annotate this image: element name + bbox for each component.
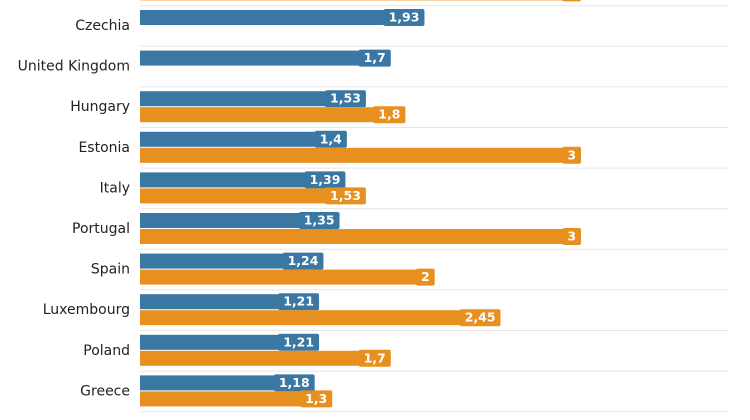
value-label: 1,7 bbox=[364, 350, 386, 365]
value-label-box bbox=[325, 90, 366, 108]
value-label-box bbox=[282, 252, 324, 270]
value-label-group: 2,45 bbox=[459, 309, 501, 327]
bar bbox=[140, 375, 313, 391]
bar bbox=[140, 334, 318, 350]
bar bbox=[140, 147, 580, 163]
value-label-box bbox=[325, 187, 366, 205]
value-label-box bbox=[278, 293, 320, 311]
value-label: 2,45 bbox=[465, 310, 496, 325]
category-label: Spain bbox=[91, 262, 130, 278]
value-label-group: 1,53 bbox=[325, 90, 366, 108]
value-label-group: 3 bbox=[562, 146, 582, 164]
value-label-box bbox=[562, 228, 582, 245]
value-label: 1,39 bbox=[310, 172, 341, 187]
value-label-group: 1,3 bbox=[300, 390, 333, 408]
value-label-group: 1,53 bbox=[325, 187, 366, 205]
category-label: Poland bbox=[83, 343, 130, 359]
bar bbox=[140, 107, 404, 123]
value-label-group: 1,8 bbox=[373, 106, 406, 124]
value-label-group: 1,35 bbox=[298, 212, 340, 229]
value-label-box bbox=[358, 49, 391, 67]
category-label: Czechia bbox=[75, 18, 130, 34]
bar bbox=[140, 269, 433, 285]
value-label-box bbox=[562, 0, 581, 2]
value-label-group: 1,7 bbox=[358, 49, 391, 67]
value-label-box bbox=[415, 268, 435, 286]
bar bbox=[140, 229, 580, 244]
value-label-group: 1,18 bbox=[273, 374, 315, 392]
value-label: 3 bbox=[567, 229, 576, 244]
value-label: 1,18 bbox=[279, 375, 310, 390]
category-label: Hungary bbox=[70, 99, 130, 115]
value-label-box bbox=[459, 309, 501, 327]
value-label-box bbox=[383, 9, 425, 26]
value-label-box bbox=[298, 212, 340, 229]
category-label: Greece bbox=[80, 383, 130, 399]
value-label-box bbox=[562, 146, 582, 164]
value-label: 1,21 bbox=[283, 334, 314, 349]
bar bbox=[140, 131, 345, 147]
category-label: United Kingdom bbox=[18, 59, 130, 75]
category-label: Portugal bbox=[72, 221, 130, 237]
value-label: 3 bbox=[567, 147, 576, 162]
value-label-box bbox=[314, 130, 347, 148]
value-label-group: 3 bbox=[562, 0, 581, 2]
value-label-group: 1,24 bbox=[282, 252, 324, 270]
value-label: 1,7 bbox=[364, 50, 386, 65]
bar bbox=[140, 172, 344, 188]
value-label: 1,8 bbox=[378, 107, 400, 122]
value-label-group: 1,4 bbox=[314, 130, 347, 148]
category-label: Estonia bbox=[78, 140, 130, 156]
value-label: 2 bbox=[421, 269, 430, 284]
value-label-box bbox=[358, 349, 391, 367]
bar bbox=[140, 391, 331, 407]
value-label: 1,93 bbox=[389, 10, 420, 25]
bar bbox=[140, 10, 423, 25]
value-label-group: 1,93 bbox=[383, 9, 425, 26]
value-label-box bbox=[278, 333, 320, 351]
value-label-group: 3 bbox=[562, 228, 582, 245]
value-label: 1,53 bbox=[330, 188, 361, 203]
value-label: 1,3 bbox=[305, 391, 327, 406]
value-label-group: 1,39 bbox=[304, 171, 346, 189]
value-label: 1,35 bbox=[304, 213, 335, 228]
bar bbox=[140, 253, 322, 269]
value-label-box bbox=[373, 106, 406, 124]
value-label-group: 1,21 bbox=[278, 293, 320, 311]
value-label: 1,53 bbox=[330, 91, 361, 106]
bar bbox=[140, 350, 389, 366]
bar bbox=[140, 91, 364, 107]
value-label: 1,24 bbox=[288, 253, 319, 268]
value-label-box bbox=[273, 374, 315, 392]
value-label-group: 1,7 bbox=[358, 349, 391, 367]
category-label: Luxembourg bbox=[43, 302, 130, 318]
value-label-group: 1,21 bbox=[278, 333, 320, 351]
value-label-box bbox=[300, 390, 333, 408]
bar bbox=[140, 213, 338, 228]
value-label-group: 2 bbox=[415, 268, 435, 286]
bar bbox=[140, 310, 499, 326]
bar bbox=[140, 50, 389, 66]
value-label-box bbox=[304, 171, 346, 189]
bar bbox=[140, 294, 318, 310]
value-label: 1,21 bbox=[283, 294, 314, 309]
category-label: Italy bbox=[100, 180, 130, 196]
value-label: 1,4 bbox=[320, 131, 342, 146]
bar bbox=[140, 188, 364, 204]
